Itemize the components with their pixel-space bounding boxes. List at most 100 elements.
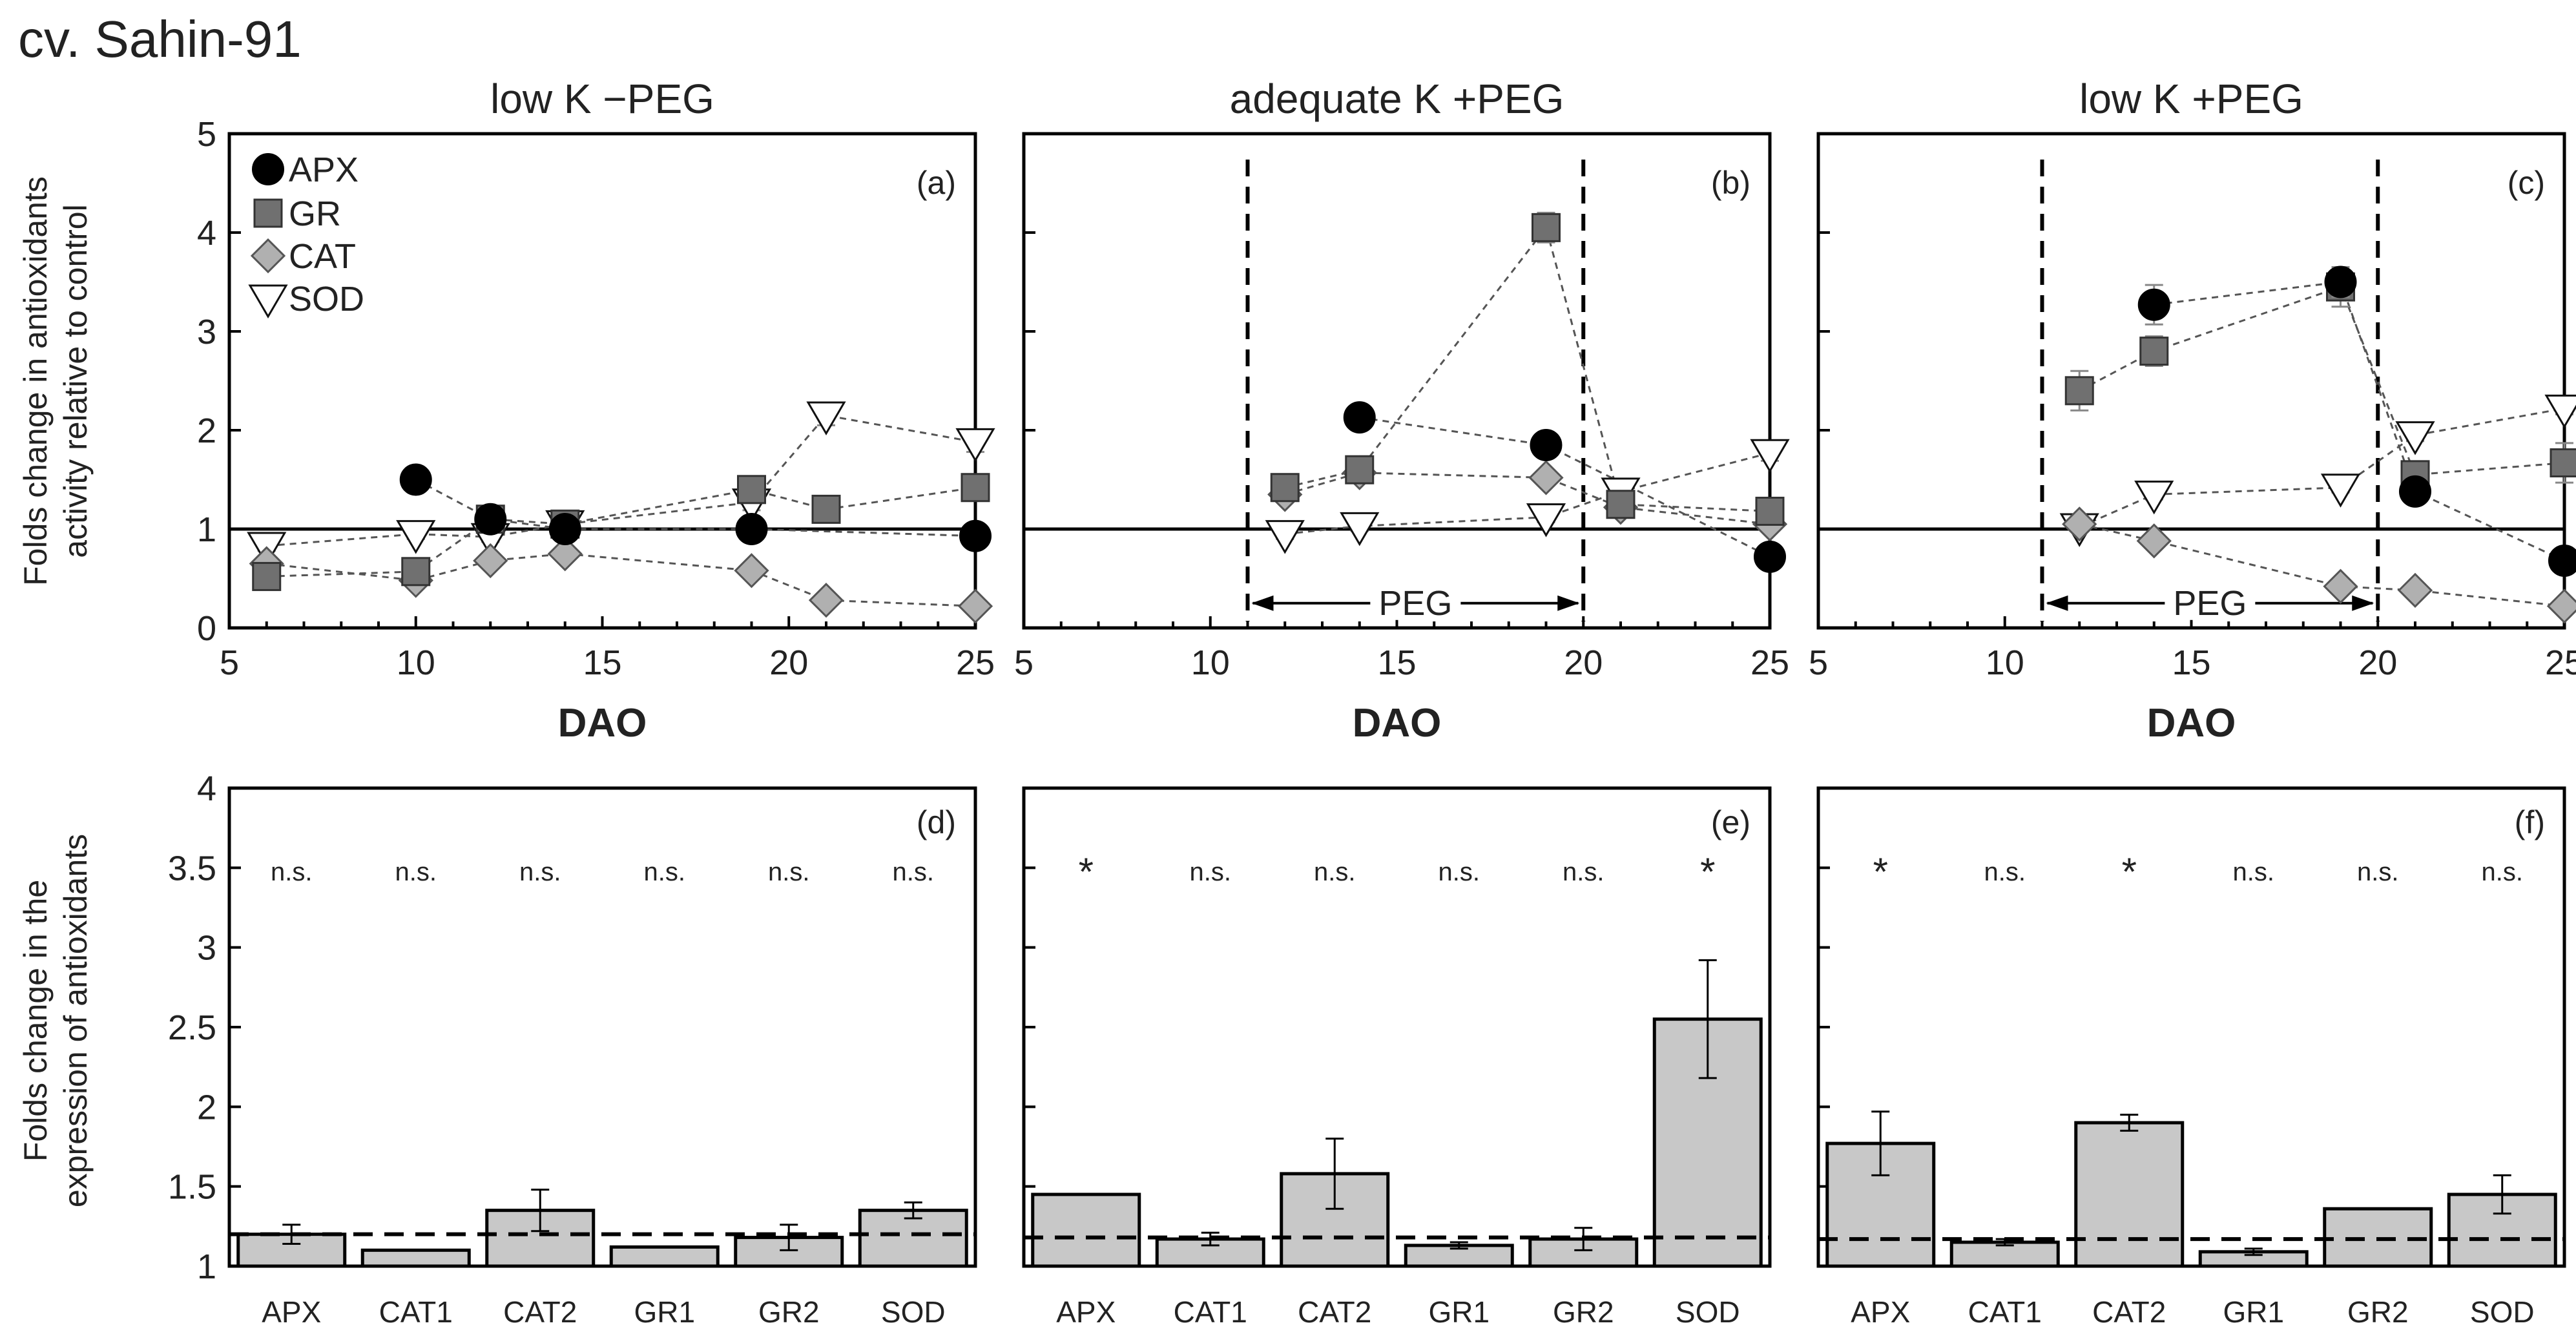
y-axis-label-bottom: Folds change in the expression of antioxi…	[17, 834, 94, 1207]
x-tick-label: 10	[1191, 643, 1230, 682]
legend-marker-apx	[252, 153, 284, 185]
x-axis-label: DAO	[558, 701, 647, 745]
point-gr	[2550, 448, 2576, 477]
legend-marker-sod	[248, 284, 288, 318]
point-apx	[1530, 428, 1563, 461]
category-label: SOD	[2470, 1295, 2535, 1329]
panel-title: low K −PEG	[490, 76, 714, 122]
x-axis-label: DAO	[1353, 701, 1442, 745]
figure-title: cv. Sahin-91	[18, 10, 302, 68]
point-apx	[2399, 475, 2431, 508]
y-tick-label: 4	[197, 214, 216, 253]
legend-label: APX	[289, 151, 358, 189]
peg-arrow-head-right	[2352, 595, 2374, 611]
bar-apx	[1031, 1192, 1141, 1268]
y-axis-label-top: Folds change in antioxidants activity rel…	[17, 176, 94, 586]
point-cat	[734, 553, 769, 588]
point-cat	[473, 543, 508, 579]
point-apx	[2324, 265, 2357, 298]
x-tick-label: 25	[1750, 643, 1789, 682]
legend-marker-cat	[250, 238, 286, 274]
point-gr	[961, 473, 990, 503]
point-cat	[547, 536, 583, 572]
point-cat	[1528, 460, 1564, 495]
point-apx	[959, 519, 992, 552]
point-sod	[2544, 394, 2576, 429]
y-tick-label: 1.5	[168, 1168, 216, 1207]
peg-arrow-head-right	[1557, 595, 1580, 611]
point-cat	[2323, 568, 2358, 604]
point-apx	[1754, 540, 1786, 573]
series-line-sod	[266, 414, 976, 547]
point-sod	[806, 401, 846, 436]
point-gr	[401, 557, 431, 587]
point-sod	[2320, 474, 2361, 508]
category-label: CAT1	[1174, 1295, 1247, 1329]
panel-title: low K +PEG	[2079, 76, 2303, 122]
point-gr	[1606, 490, 1636, 519]
significance-label: n.s.	[644, 858, 685, 886]
category-label: GR1	[1428, 1295, 1490, 1329]
x-tick-label: 20	[1564, 643, 1603, 682]
x-tick-label: 5	[1809, 643, 1828, 682]
x-tick-label: 25	[2545, 643, 2576, 682]
panel-label: (d)	[917, 804, 956, 840]
peg-label-background	[2165, 581, 2256, 620]
point-gr	[2139, 337, 2169, 366]
plot-frame	[227, 132, 977, 630]
x-tick-label: 15	[2172, 643, 2210, 682]
point-gr	[2064, 376, 2094, 406]
point-apx	[2548, 544, 2576, 577]
category-label: CAT2	[503, 1295, 577, 1329]
peg-arrow-head-left	[2046, 595, 2068, 611]
point-sod	[1340, 512, 1380, 547]
point-cat	[2062, 506, 2097, 542]
y-tick-label: 1	[197, 1247, 216, 1286]
plot-frame	[227, 786, 977, 1268]
category-label: CAT1	[379, 1295, 453, 1329]
point-gr	[1345, 455, 1375, 484]
x-tick-label: 5	[220, 643, 239, 682]
series-line-apx	[2154, 280, 2565, 562]
point-cat	[2136, 523, 2172, 559]
point-gr	[1755, 496, 1785, 526]
point-cat	[2397, 572, 2433, 608]
category-label: GR1	[634, 1295, 695, 1329]
point-apx	[548, 513, 581, 545]
series-line-cat	[1284, 472, 1771, 525]
category-label: GR1	[2223, 1295, 2284, 1329]
significance-label: *	[1700, 850, 1715, 893]
point-sod	[1750, 439, 1790, 474]
significance-label: n.s.	[1190, 858, 1231, 886]
point-gr	[252, 561, 282, 591]
point-gr	[737, 475, 766, 505]
x-tick-label: 15	[583, 643, 621, 682]
point-apx	[2137, 288, 2170, 321]
y-tick-label: 3.5	[168, 849, 216, 888]
x-tick-label: 20	[2358, 643, 2397, 682]
point-cat	[957, 588, 993, 624]
y-axis-label-line: Folds change in antioxidants	[17, 176, 54, 586]
x-tick-label: 10	[397, 643, 435, 682]
category-label: CAT2	[1298, 1295, 1371, 1329]
legend-label: CAT	[289, 237, 356, 276]
point-gr	[1270, 473, 1300, 503]
plot-frame	[1816, 132, 2566, 630]
y-axis-label-line: activity relative to control	[57, 204, 94, 557]
category-label: SOD	[881, 1295, 946, 1329]
legend-label: SOD	[289, 280, 364, 318]
category-label: GR2	[2347, 1295, 2409, 1329]
series-line-gr	[266, 486, 976, 578]
x-tick-label: 15	[1377, 643, 1416, 682]
significance-label: n.s.	[1563, 858, 1604, 886]
point-sod	[396, 520, 436, 554]
point-apx	[735, 513, 768, 545]
significance-label: n.s.	[1984, 858, 2026, 886]
point-cat	[2546, 588, 2576, 624]
y-axis-label-line: Folds change in the	[17, 880, 54, 1161]
y-tick-label: 4	[197, 769, 216, 808]
bar-cat1	[360, 1248, 471, 1268]
peg-label: PEG	[1378, 584, 1452, 623]
series-line-cat	[266, 552, 976, 607]
